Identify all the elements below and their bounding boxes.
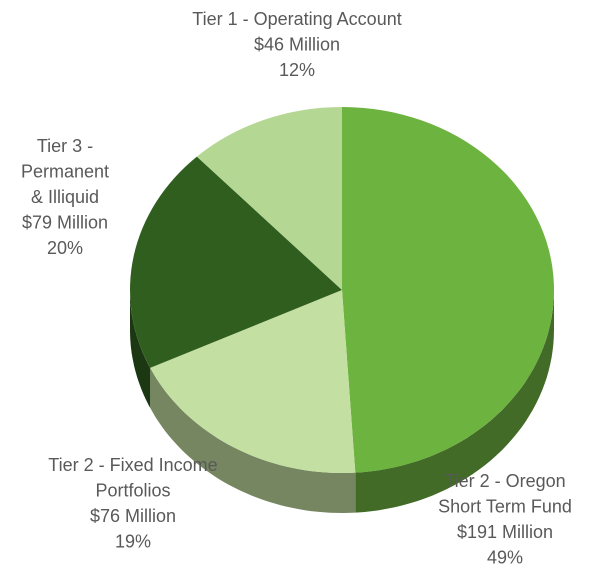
slice-label: Tier 2 - Oregon <box>444 471 565 491</box>
slice-label: Tier 1 - Operating Account <box>192 9 401 29</box>
slice-label: & Illiquid <box>31 187 99 207</box>
value-label: 49% <box>487 547 523 567</box>
pie-side <box>355 290 554 513</box>
pie-slice <box>196 106 342 290</box>
value-label: 12% <box>279 60 315 80</box>
amount-label: $79 Million <box>22 212 108 232</box>
slice-label: Tier 2 - Fixed Income <box>48 455 217 475</box>
amount-label: $46 Million <box>254 34 340 54</box>
amount-label: $191 Million <box>457 522 553 542</box>
amount-label: $76 Million <box>90 506 176 526</box>
pie-side <box>130 290 151 408</box>
pie-slice <box>150 290 356 474</box>
slice-label: Short Term Fund <box>438 496 572 516</box>
pie-slice <box>130 156 342 368</box>
slice-label: Portfolios <box>95 480 170 500</box>
slice-label: Permanent <box>21 161 109 181</box>
value-label: 20% <box>47 238 83 258</box>
slice-label: Tier 3 - <box>37 136 93 156</box>
value-label: 19% <box>115 531 151 551</box>
pie-side <box>150 367 356 513</box>
pie-slice <box>342 107 554 473</box>
